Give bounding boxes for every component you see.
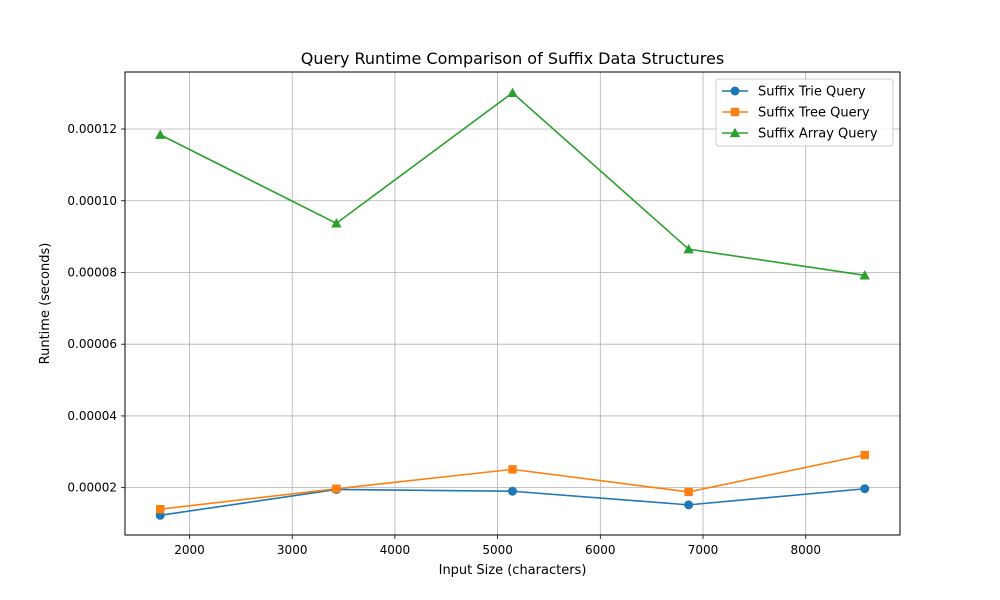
series-layer bbox=[155, 87, 870, 520]
legend-marker bbox=[730, 86, 740, 96]
data-point bbox=[508, 486, 517, 496]
data-point bbox=[507, 87, 518, 97]
legend-item: Suffix Array Query bbox=[722, 127, 878, 142]
data-point bbox=[684, 487, 693, 497]
x-tick-label: 7000 bbox=[688, 543, 719, 557]
legend-item: Suffix Tree Query bbox=[722, 106, 870, 121]
x-axis-label: Input Size (characters) bbox=[439, 563, 587, 578]
x-tick-label: 2000 bbox=[174, 543, 205, 557]
chart-title: Query Runtime Comparison of Suffix Data … bbox=[301, 49, 724, 68]
legend-label: Suffix Tree Query bbox=[758, 106, 870, 121]
legend: Suffix Trie Query Suffix Tree Query Suffix… bbox=[715, 78, 894, 147]
plot-frame bbox=[124, 71, 901, 536]
y-tick-label: 0.00006 bbox=[67, 337, 117, 351]
legend-box bbox=[715, 78, 894, 147]
data-point bbox=[859, 270, 870, 280]
x-tick-label: 4000 bbox=[380, 543, 411, 557]
data-point bbox=[860, 484, 870, 494]
y-axis-label: Runtime (seconds) bbox=[38, 243, 53, 365]
legend-item: Suffix Trie Query bbox=[722, 85, 866, 100]
y-tick-label: 0.00010 bbox=[67, 194, 117, 208]
y-tick-label: 0.00002 bbox=[67, 481, 117, 495]
series-3 bbox=[155, 87, 870, 280]
y-tick-label: 0.00008 bbox=[67, 265, 117, 279]
y-tick-label: 0.00012 bbox=[67, 122, 117, 136]
legend-marker bbox=[729, 127, 741, 138]
legend-label: Suffix Trie Query bbox=[758, 85, 866, 100]
data-point bbox=[155, 129, 166, 139]
data-point bbox=[684, 500, 694, 510]
data-point bbox=[508, 465, 517, 474]
data-point bbox=[860, 450, 869, 460]
data-point bbox=[332, 484, 341, 493]
x-tick-label: 5000 bbox=[482, 543, 513, 557]
grid-lines bbox=[125, 72, 900, 535]
x-tick-label: 3000 bbox=[277, 543, 308, 557]
data-point bbox=[683, 243, 694, 254]
axis-ticks: 2000 3000 4000 5000 6000 7000 8000 0.00002 0.000… bbox=[67, 122, 821, 557]
legend-label: Suffix Array Query bbox=[758, 127, 878, 142]
data-point bbox=[156, 504, 165, 514]
x-tick-label: 6000 bbox=[585, 543, 616, 557]
x-tick-label: 8000 bbox=[790, 543, 821, 557]
legend-marker bbox=[730, 107, 740, 117]
series-2 bbox=[156, 450, 869, 514]
y-tick-label: 0.00004 bbox=[67, 409, 117, 423]
data-point bbox=[331, 218, 342, 228]
